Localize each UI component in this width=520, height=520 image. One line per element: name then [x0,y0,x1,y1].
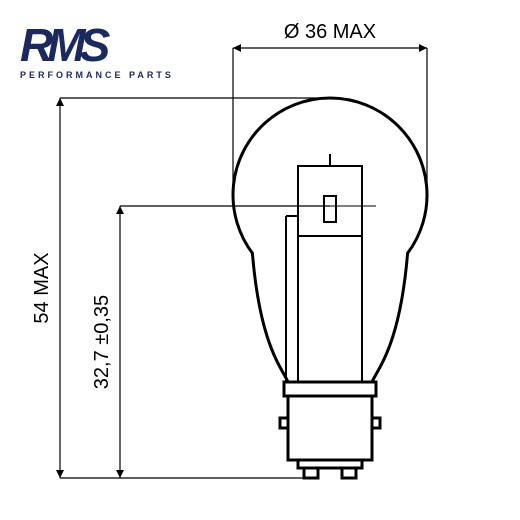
technical-drawing: Ø 36 MAX 54 MAX 32,7 ±0,35 [0,0,520,520]
dim-label-diameter: Ø 36 MAX [284,21,376,43]
dim-label-height-filament: 32,7 ±0,35 [91,295,113,389]
filament-core [324,196,336,222]
base-cylinder [288,396,372,460]
base-pin-left [280,418,288,428]
base-collar [284,382,376,396]
filament-shield [298,166,362,236]
base-pin-right [372,418,380,428]
bulb-glass [233,98,427,382]
dim-label-height-total: 54 MAX [31,252,53,323]
base-contact-right [342,468,356,478]
base-contact-left [304,468,318,478]
